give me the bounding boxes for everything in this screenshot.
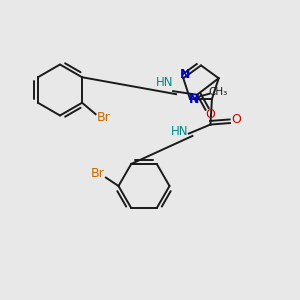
Text: Br: Br	[97, 111, 111, 124]
Text: Br: Br	[91, 167, 104, 180]
Text: O: O	[232, 113, 242, 126]
Text: HN: HN	[156, 76, 173, 89]
Text: O: O	[205, 108, 215, 121]
Text: N: N	[180, 68, 190, 81]
Text: HN: HN	[171, 124, 189, 138]
Text: CH₃: CH₃	[208, 87, 228, 97]
Text: N: N	[188, 92, 199, 106]
